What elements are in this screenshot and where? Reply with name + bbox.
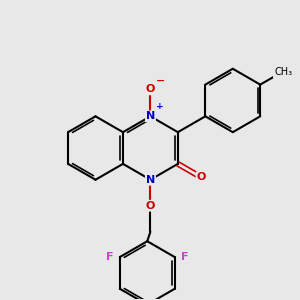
Text: N: N	[146, 111, 155, 121]
Text: +: +	[156, 102, 164, 111]
Text: N: N	[146, 175, 155, 185]
Text: CH₃: CH₃	[274, 67, 292, 77]
Text: O: O	[146, 84, 155, 94]
Text: F: F	[106, 252, 114, 262]
Text: F: F	[181, 252, 188, 262]
Text: O: O	[196, 172, 206, 182]
Text: O: O	[146, 201, 155, 211]
Text: −: −	[155, 75, 165, 85]
